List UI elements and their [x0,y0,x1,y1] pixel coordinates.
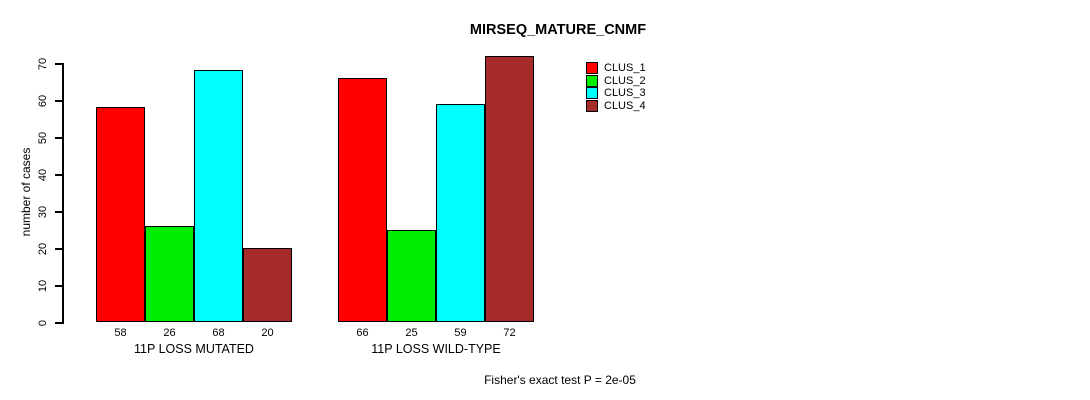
y-axis-tick-label: 30 [37,205,49,219]
y-axis-tick [55,211,62,213]
legend-swatch-clus-1 [586,62,598,74]
y-axis-label: number of cases [19,147,33,237]
bar-clus-1-11p-loss-wild-type [338,77,387,322]
y-axis-tick [55,137,62,139]
bar-clus-1-11p-loss-mutated [96,107,145,322]
bar-value-clus-4-11p-loss-wild-type: 72 [503,327,516,339]
y-axis-tick-label: 10 [37,279,49,293]
y-axis-line [62,63,64,324]
y-axis-tick-label: 70 [37,57,49,71]
bar-clus-2-11p-loss-wild-type [387,229,436,322]
bar-value-clus-3-11p-loss-mutated: 68 [212,327,225,339]
legend-swatch-clus-4 [586,99,598,112]
group-label-11p-loss-mutated: 11P LOSS MUTATED [134,342,254,356]
y-axis-tick-label: 20 [37,242,49,256]
legend-swatch-clus-3 [586,87,598,100]
legend-label-clus-1: CLUS_1 [604,62,646,74]
bar-clus-4-11p-loss-mutated [243,248,292,322]
y-axis-tick [55,174,62,176]
y-axis-tick [55,100,62,102]
legend-label-clus-2: CLUS_2 [604,74,646,87]
group-label-11p-loss-wild-type: 11P LOSS WILD-TYPE [371,342,501,356]
bar-clus-2-11p-loss-mutated [145,225,194,322]
bar-clus-3-11p-loss-mutated [194,70,243,322]
y-axis-tick-label: 40 [37,168,49,182]
bar-value-clus-1-11p-loss-wild-type: 66 [356,327,369,339]
y-axis-tick [55,248,62,250]
y-axis-tick [55,63,62,65]
y-axis-tick-label: 0 [37,319,49,327]
y-axis-tick-label: 60 [37,94,49,108]
bar-value-clus-2-11p-loss-mutated: 26 [163,327,176,339]
annotation-text: Fisher's exact test P = 2e-05 [484,373,636,387]
bar-value-clus-4-11p-loss-mutated: 20 [261,327,274,339]
y-axis-tick [55,322,62,324]
bar-clus-4-11p-loss-wild-type [485,55,534,322]
y-axis-tick [55,285,62,287]
bar-clus-3-11p-loss-wild-type [436,103,485,322]
chart-title: MIRSEQ_MATURE_CNMF [469,22,647,38]
legend-label-clus-3: CLUS_3 [604,87,646,100]
bar-value-clus-2-11p-loss-wild-type: 25 [405,327,418,339]
bar-value-clus-3-11p-loss-wild-type: 59 [454,327,467,339]
bar-value-clus-1-11p-loss-mutated: 58 [114,327,127,339]
legend-label-clus-4: CLUS_4 [604,99,646,112]
y-axis-tick-label: 50 [37,131,49,145]
legend-swatch-clus-2 [586,74,598,87]
